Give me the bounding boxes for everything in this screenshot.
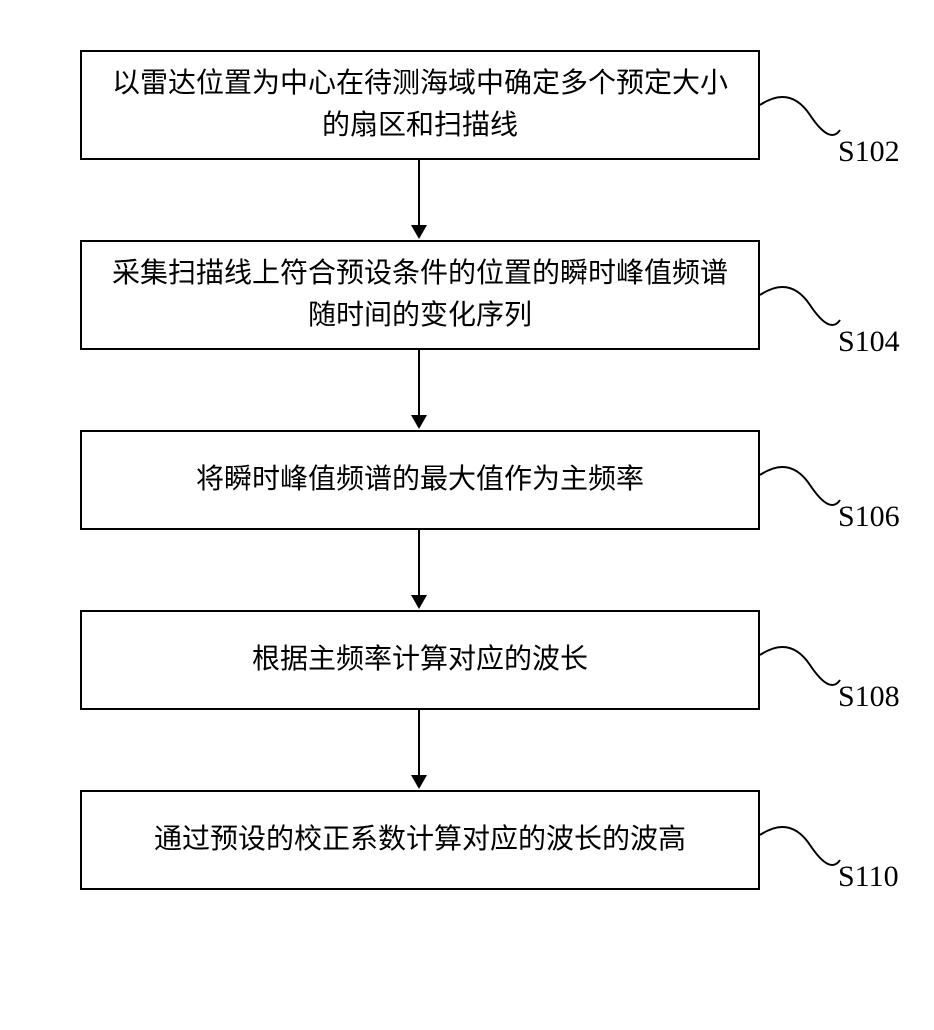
step-label-s104: S104: [838, 325, 900, 359]
flow-step-text: 以雷达位置为中心在待测海域中确定多个预定大小的扇区和扫描线: [102, 63, 738, 147]
flow-arrowhead-3: [411, 595, 427, 609]
connector-curve-s110: [760, 825, 850, 885]
flow-step-text: 通过预设的校正系数计算对应的波长的波高: [154, 819, 686, 861]
step-label-s110: S110: [838, 860, 899, 894]
flow-step-text: 采集扫描线上符合预设条件的位置的瞬时峰值频谱随时间的变化序列: [102, 253, 738, 337]
flow-step-text: 将瞬时峰值频谱的最大值作为主频率: [196, 459, 644, 501]
flow-step-s104: 采集扫描线上符合预设条件的位置的瞬时峰值频谱随时间的变化序列: [80, 240, 760, 350]
connector-curve-s106: [760, 465, 850, 525]
flow-step-s108: 根据主频率计算对应的波长: [80, 610, 760, 710]
connector-curve-s108: [760, 645, 850, 705]
flow-step-text: 根据主频率计算对应的波长: [252, 639, 588, 681]
flow-arrow-1: [418, 160, 420, 225]
step-label-s102: S102: [838, 135, 900, 169]
step-label-s108: S108: [838, 680, 900, 714]
connector-curve-s102: [760, 95, 850, 155]
flowchart-container: 以雷达位置为中心在待测海域中确定多个预定大小的扇区和扫描线 S102 采集扫描线…: [0, 30, 934, 1030]
flow-step-s110: 通过预设的校正系数计算对应的波长的波高: [80, 790, 760, 890]
flow-arrowhead-2: [411, 415, 427, 429]
flow-step-s106: 将瞬时峰值频谱的最大值作为主频率: [80, 430, 760, 530]
flow-step-s102: 以雷达位置为中心在待测海域中确定多个预定大小的扇区和扫描线: [80, 50, 760, 160]
flow-arrow-2: [418, 350, 420, 415]
flow-arrow-3: [418, 530, 420, 595]
flow-arrowhead-4: [411, 775, 427, 789]
step-label-s106: S106: [838, 500, 900, 534]
connector-curve-s104: [760, 285, 850, 345]
flow-arrowhead-1: [411, 225, 427, 239]
flow-arrow-4: [418, 710, 420, 775]
